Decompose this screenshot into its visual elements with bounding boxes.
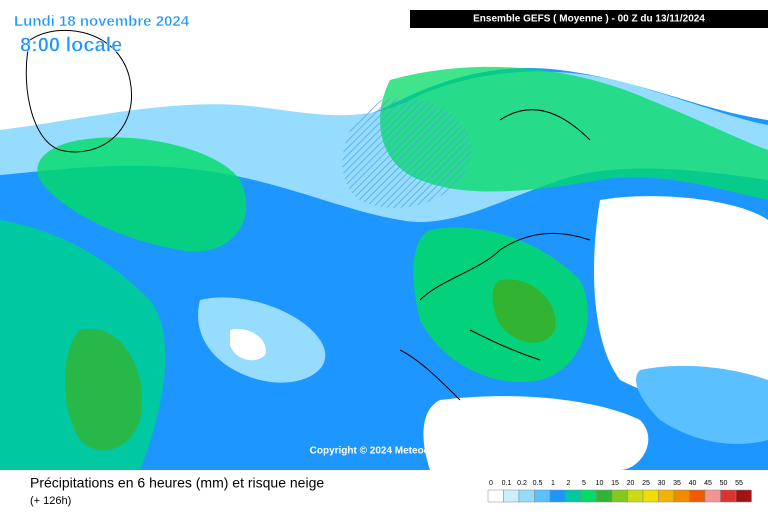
legend-swatch [642,489,659,503]
legend-swatch [673,489,690,503]
dry-africa [423,396,649,470]
legend-swatch [565,489,582,503]
legend-label: 0.1 [502,480,512,487]
dry-east [594,196,768,409]
model-info: Ensemble GEFS ( Moyenne ) - 00 Z du 13/1… [473,14,705,25]
green-north-europe [380,66,768,200]
legend-label: 25 [642,480,650,487]
legend-label: 50 [720,480,728,487]
legend-label: 45 [704,480,712,487]
coastlines [399,109,591,401]
footer-title: Précipitations en 6 heures (mm) et risqu… [30,475,324,491]
header-bar [410,10,768,28]
legend-swatch [611,489,628,503]
legend-swatch [596,489,613,503]
footer-lead: (+ 126h) [30,495,71,507]
legend-label: 1 [551,480,555,487]
legend-swatch [503,489,520,503]
green-atlantic [37,137,247,252]
legend-label: 15 [611,480,619,487]
blue-east-med [636,365,768,444]
snow-risk-hatch [342,98,472,208]
legend-label: 0.2 [517,480,527,487]
copyright: Copyright © 2024 Meteociel.fr [310,446,451,457]
legend-label: 30 [658,480,666,487]
legend-swatch [549,489,566,503]
time-label: 8:00 locale [20,34,122,56]
legend-label: 35 [673,480,681,487]
legend-label: 10 [596,480,604,487]
legend-swatch [720,489,737,503]
legend-label: 40 [689,480,697,487]
legend-label: 0.5 [533,480,543,487]
legend-label: 2 [567,480,571,487]
legend-swatch [735,489,752,503]
green-core [65,328,142,451]
legend-swatch [487,489,504,503]
legend-swatch [689,489,706,503]
legend-swatch [627,489,644,503]
legend-swatch [518,489,535,503]
date-label: Lundi 18 novembre 2024 [14,13,190,30]
legend-swatch [658,489,675,503]
legend-swatch [580,489,597,503]
legend-label: 20 [627,480,635,487]
green-alps [492,279,556,343]
legend-swatch [534,489,551,503]
coastline-greenland [25,29,132,153]
legend-label: 55 [735,480,743,487]
dry-center [230,329,266,361]
legend-label: 5 [582,480,586,487]
legend-swatch [704,489,721,503]
legend-label: 0 [489,480,493,487]
